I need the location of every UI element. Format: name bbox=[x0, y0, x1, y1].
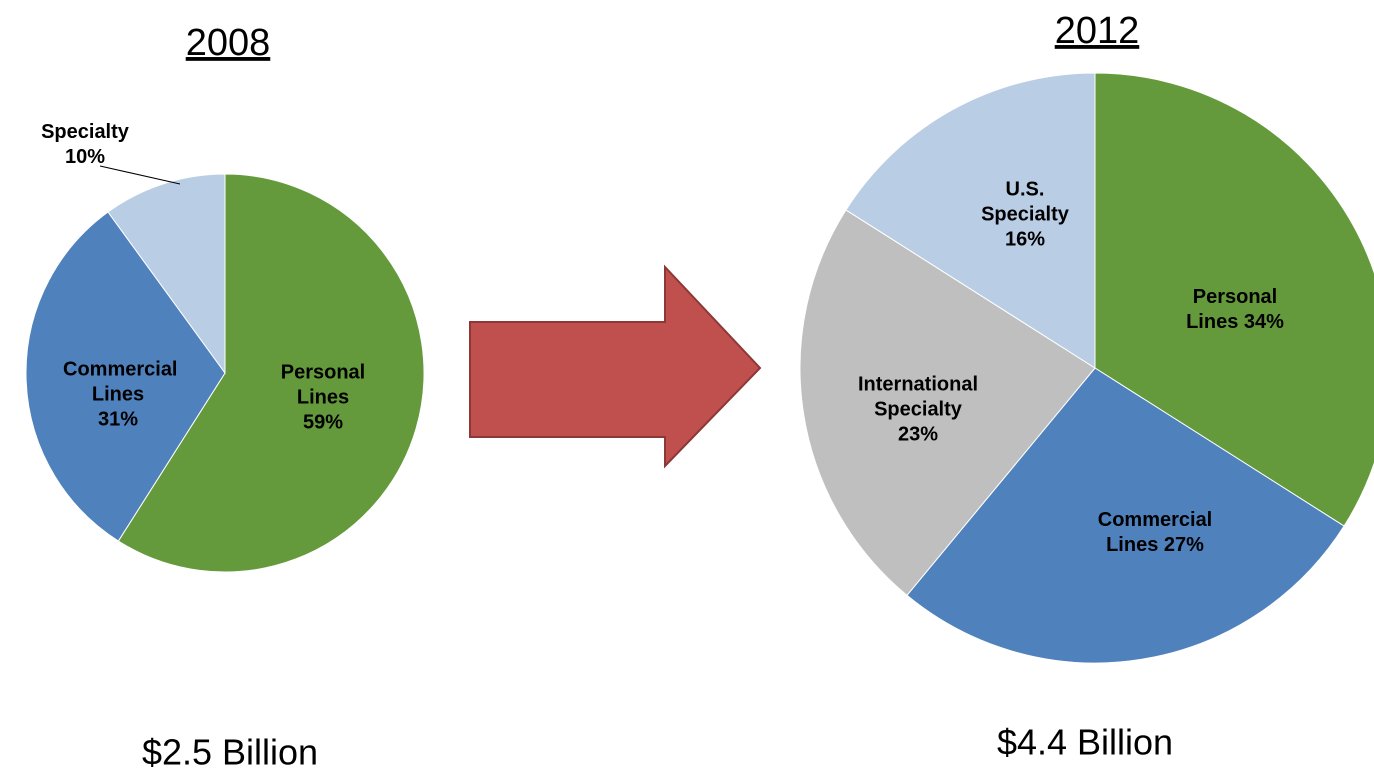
leader-line bbox=[99, 165, 181, 185]
slice-label: U.S. Specialty 16% bbox=[959, 178, 1091, 253]
chart-title: 2008 bbox=[186, 22, 271, 64]
slice-label: Personal Lines 34% bbox=[1169, 285, 1301, 335]
slice-category: Commercial Lines bbox=[1097, 509, 1213, 556]
slice-label: Specialty 10% bbox=[30, 120, 140, 170]
pie-slice bbox=[906, 367, 1345, 664]
chart-subtitle: $2.5 Billion bbox=[142, 732, 318, 773]
slice-value: 34% bbox=[1243, 311, 1284, 333]
slice-label: Commercial Lines 27% bbox=[1089, 508, 1221, 558]
slice-label: Commercial Lines 31% bbox=[63, 358, 178, 433]
slice-label: Personal Lines 59% bbox=[268, 361, 378, 436]
slice-category: Personal Lines bbox=[280, 361, 366, 409]
pie-slice bbox=[117, 173, 425, 573]
slice-category: Commercial Lines bbox=[63, 358, 178, 406]
pie-slice bbox=[799, 209, 1096, 597]
pie-slice bbox=[845, 72, 1096, 369]
slice-category: Personal Lines bbox=[1186, 286, 1278, 333]
pie-slice bbox=[1094, 72, 1374, 527]
slice-value: 23% bbox=[897, 423, 939, 446]
slice-category: International Specialty bbox=[857, 373, 978, 421]
slice-value: 59% bbox=[302, 411, 344, 434]
chart-title: 2012 bbox=[1055, 10, 1140, 52]
slice-label: International Specialty 23% bbox=[852, 373, 984, 448]
slice-value: 16% bbox=[1004, 228, 1046, 251]
chart-subtitle: $4.4 Billion bbox=[997, 722, 1173, 763]
arrow bbox=[469, 264, 762, 469]
pie-slice bbox=[107, 173, 226, 375]
slice-value: 10% bbox=[64, 146, 106, 168]
slice-value: 27% bbox=[1163, 534, 1204, 556]
slice-category: U.S. Specialty bbox=[981, 178, 1069, 226]
slice-value: 31% bbox=[97, 408, 139, 431]
pie-slice bbox=[25, 211, 226, 542]
slice-category: Specialty bbox=[41, 121, 129, 143]
